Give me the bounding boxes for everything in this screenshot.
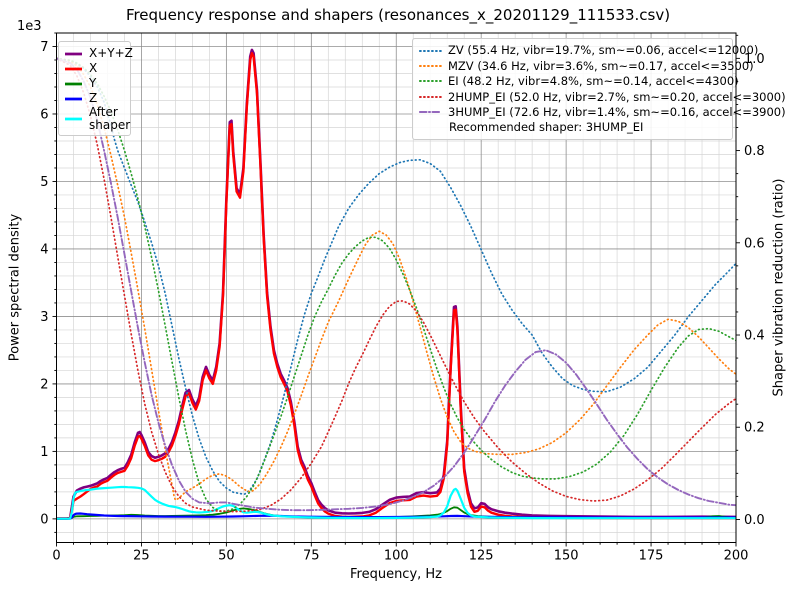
legend-label: Y bbox=[89, 76, 97, 91]
legend-label: EI (48.2 Hz, vibr=4.8%, sm~=0.14, accel<… bbox=[448, 74, 739, 89]
y-right-tick-label: 1.0 bbox=[744, 52, 765, 67]
x-tick-label: 50 bbox=[218, 549, 235, 564]
psd-legend: X+Y+Z X Y Z After shaper bbox=[58, 41, 133, 136]
y-axis-left-label: Power spectral density bbox=[7, 213, 23, 362]
x-tick-label: 200 bbox=[724, 549, 749, 564]
x-tick-label: 175 bbox=[639, 549, 664, 564]
series-after-shaper bbox=[56, 485, 736, 520]
legend-item-x: X bbox=[64, 61, 125, 76]
legend-label: Z bbox=[89, 91, 98, 106]
after-shaper-line-swatch bbox=[64, 116, 83, 122]
legend-label: ZV (55.4 Hz, vibr=19.7%, sm~=0.06, accel… bbox=[448, 43, 759, 58]
legend-item-xyz: X+Y+Z bbox=[64, 46, 133, 61]
legend-label: 3HUMP_EI (72.6 Hz, vibr=1.4%, sm~=0.16, … bbox=[448, 105, 786, 119]
legend-item-2hump-ei: 2HUMP_EI (52.0 Hz, vibr=2.7%, sm~=0.20, … bbox=[419, 89, 786, 104]
y-left-tick-label: 1 bbox=[40, 445, 48, 460]
x-tick-label: 25 bbox=[133, 549, 150, 564]
shaper-legend: ZV (55.4 Hz, vibr=19.7%, sm~=0.06, accel… bbox=[412, 38, 786, 141]
y-axis-offset-label: 1e3 bbox=[17, 19, 42, 34]
legend-label: After shaper bbox=[89, 105, 131, 132]
series-ei bbox=[56, 57, 736, 512]
series-x bbox=[56, 52, 736, 520]
x-line-swatch bbox=[64, 66, 83, 72]
y-right-tick-label: 0.6 bbox=[744, 236, 765, 251]
series-3hump-ei bbox=[56, 57, 736, 512]
y-right-tick-label: 0.4 bbox=[744, 329, 765, 344]
x-tick-label: 0 bbox=[52, 549, 60, 564]
zv-line-swatch bbox=[419, 48, 442, 54]
series-group bbox=[56, 48, 736, 520]
chart-title: Frequency response and shapers (resonanc… bbox=[125, 6, 671, 24]
ticks bbox=[52, 32, 740, 547]
y-right-tick-label: 0.8 bbox=[744, 144, 765, 159]
y-left-tick-label: 3 bbox=[40, 310, 48, 325]
legend-item-after-shaper: After shaper bbox=[64, 106, 130, 131]
legend-label: 2HUMP_EI (52.0 Hz, vibr=2.7%, sm~=0.20, … bbox=[448, 89, 786, 104]
xyz-line-swatch bbox=[64, 51, 83, 57]
y-right-tick-label: 0.0 bbox=[744, 513, 765, 528]
legend-label: MZV (34.6 Hz, vibr=3.6%, sm~=0.17, accel… bbox=[448, 58, 754, 73]
y-axis-right-label: Shaper vibration reduction (ratio) bbox=[771, 178, 787, 397]
z-line-swatch bbox=[64, 96, 83, 102]
legend-item-zv: ZV (55.4 Hz, vibr=19.7%, sm~=0.06, accel… bbox=[419, 43, 758, 58]
y-left-tick-label: 7 bbox=[40, 40, 48, 55]
y-left-tick-label: 0 bbox=[40, 512, 48, 527]
y-left-tick-label: 4 bbox=[40, 242, 48, 257]
x-tick-label: 100 bbox=[384, 549, 409, 564]
series-zv bbox=[56, 57, 736, 495]
legend-item-mzv: MZV (34.6 Hz, vibr=3.6%, sm~=0.17, accel… bbox=[419, 58, 754, 73]
y-left-tick-label: 6 bbox=[40, 107, 48, 122]
recommended-shaper-text: Recommended shaper: 3HUMP_EI bbox=[449, 120, 644, 135]
y-left-tick-label: 2 bbox=[40, 377, 48, 392]
x-axis-label: Frequency, Hz bbox=[349, 567, 443, 582]
series-mzv bbox=[56, 57, 736, 501]
x-tick-label: 150 bbox=[554, 549, 579, 564]
x-tick-label: 75 bbox=[303, 549, 320, 564]
y-line-swatch bbox=[64, 81, 83, 87]
y-left-tick-label: 5 bbox=[40, 175, 48, 190]
legend-label: X+Y+Z bbox=[89, 46, 133, 61]
legend-item-z: Z bbox=[64, 91, 125, 106]
legend-item-3hump-ei: 3HUMP_EI (72.6 Hz, vibr=1.4%, sm~=0.16, … bbox=[419, 105, 786, 120]
legend-item-y: Y bbox=[64, 76, 125, 91]
ei-line-swatch bbox=[419, 78, 442, 84]
legend-label: X bbox=[89, 61, 98, 76]
x-tick-label: 125 bbox=[469, 549, 494, 564]
recommended-shaper-note: Recommended shaper: 3HUMP_EI bbox=[419, 120, 726, 135]
2hump-ei-line-swatch bbox=[419, 94, 442, 100]
series-2hump-ei bbox=[56, 57, 736, 513]
tick-labels: 0 25 50 75 100 125 150 175 200 0 1 2 3 4 5 6 7 0.0 0.2 0.4 0… bbox=[40, 40, 764, 564]
3hump-ei-line-swatch bbox=[419, 109, 442, 115]
legend-item-ei: EI (48.2 Hz, vibr=4.8%, sm~=0.14, accel<… bbox=[419, 74, 739, 89]
y-right-tick-label: 0.2 bbox=[744, 421, 765, 436]
mzv-line-swatch bbox=[419, 63, 442, 69]
